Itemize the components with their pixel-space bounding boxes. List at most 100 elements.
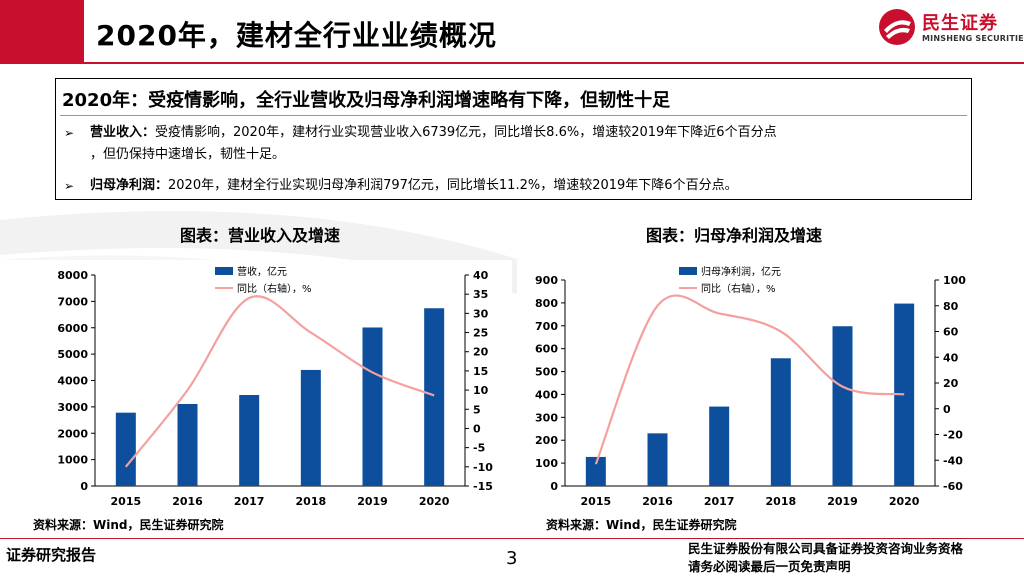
y-tick-label-left: 100 [535,457,558,470]
y-tick-label-right: 20 [473,346,489,359]
y-tick-label-right: -5 [473,442,485,455]
y-tick-label-left: 600 [535,343,558,356]
legend-line-label: 同比（右轴），% [701,282,776,295]
y-tick-label-left: 0 [80,480,88,493]
y-tick-label-left: 4000 [57,375,88,388]
y-tick-label-right: -10 [473,461,493,474]
footer-report-type: 证券研究报告 [6,546,97,564]
y-tick-label-left: 7000 [57,295,88,308]
x-tick-label: 2015 [581,495,612,508]
chart-net-profit: 0 100 200 300 400 500 600 700 800 900 -60 -40 -20 0 20… [535,265,966,508]
bar-2017 [239,395,260,486]
chart-source-left: 资料来源：Wind，民生证券研究院 [33,518,224,532]
x-tick-label: 2017 [704,495,735,508]
x-tick-label: 2015 [111,495,142,508]
y-tick-label-left: 400 [535,388,558,401]
footer: 证券研究报告 3 民生证券股份有限公司具备证券投资咨询业务资格 请务必阅读最后一… [0,538,1024,576]
legend-bar-swatch [215,267,233,275]
y-tick-label-right: 0 [473,422,481,435]
bullet-label: 归母净利润： [90,178,169,193]
x-tick-label: 2020 [419,495,450,508]
y-tick-label-right: 0 [943,403,951,416]
chart-revenue-panel: 0 1000 2000 3000 4000 5000 6000 7000 8000 -15 -10 -… [0,260,512,510]
chart-title-revenue: 图表：营业收入及增速 [180,226,341,245]
bar-2020 [424,308,445,486]
bar-2016 [177,403,198,486]
bar-2015 [585,456,606,486]
bullet-arrow-icon: ➢ [64,126,75,140]
x-tick-label: 2018 [766,495,797,508]
bar-2015 [115,412,136,486]
legend-bar-label: 归母净利润，亿元 [701,265,781,278]
y-tick-label-left: 8000 [57,269,88,282]
y-tick-label-left: 5000 [57,348,88,361]
y-tick-label-left: 200 [535,434,558,447]
y-tick-label-right: -15 [473,480,493,493]
x-tick-label: 2016 [172,495,203,508]
bullet-label: 营业收入： [90,125,156,140]
legend-bar-swatch [679,267,697,275]
bar-2018 [770,358,791,486]
summary-heading: 2020年：受疫情影响，全行业营收及归母净利润增速略有下降，但韧性十足 [62,90,671,111]
summary-box: 2020年：受疫情影响，全行业营收及归母净利润增速略有下降，但韧性十足 ➢ 营业… [55,78,972,200]
y-tick-label-right: -60 [943,480,963,493]
y-tick-label-right: 20 [943,377,959,390]
chart-net-profit-panel: 0 100 200 300 400 500 600 700 800 900 -60 -40 -20 0 20… [517,260,1024,510]
bullet-arrow-icon: ➢ [64,179,75,193]
footer-disclaimer: 请务必阅读最后一页免责声明 [688,559,851,574]
logo-text-cn: 民生证券 [922,13,998,34]
y-tick-label-right: 60 [943,326,959,339]
y-tick-label-right: 80 [943,300,959,313]
page-title: 2020年，建材全行业业绩概况 [96,19,497,52]
footer-divider [0,538,1024,539]
bar-2020 [894,303,915,486]
y-tick-label-right: 25 [473,327,488,340]
growth-line [124,295,435,468]
x-tick-label: 2017 [234,495,265,508]
y-tick-label-left: 300 [535,411,558,424]
y-tick-label-left: 6000 [57,322,88,335]
chart-title-net-profit: 图表：归母净利润及增速 [646,226,823,245]
bar-2019 [362,327,383,486]
bar-2016 [647,433,668,486]
logo-text-en: MINSHENG SECURITIES [922,34,1024,43]
page-number: 3 [506,548,518,569]
chart-revenue: 0 1000 2000 3000 4000 5000 6000 7000 8000 -15 -10 -… [57,265,493,508]
chart-source-right: 资料来源：Wind，民生证券研究院 [546,518,737,532]
header-accent-bar [0,0,84,62]
bullet-text: 受疫情影响，2020年，建材行业实现营业收入6739亿元，同比增长8.6%，增速… [155,125,777,140]
bullet-text-continued: ，但仍保持中速增长，韧性十足。 [90,147,286,162]
y-tick-label-right: 40 [473,269,489,282]
footer-qualification: 民生证券股份有限公司具备证券投资咨询业务资格 [688,541,964,556]
legend-bar-label: 营收，亿元 [237,265,287,278]
company-logo: 民生证券 MINSHENG SECURITIES [878,6,1024,50]
minsheng-logo-icon [879,9,915,45]
y-tick-label-right: 15 [473,365,488,378]
x-tick-label: 2019 [827,495,858,508]
y-tick-label-right: 5 [473,403,481,416]
y-tick-label-right: -40 [943,454,963,467]
y-tick-label-left: 1000 [57,454,88,467]
x-tick-label: 2019 [357,495,388,508]
growth-line [594,294,905,465]
y-tick-label-right: 100 [943,274,966,287]
y-tick-label-left: 0 [550,480,558,493]
y-tick-label-left: 800 [535,297,558,310]
y-tick-label-left: 2000 [57,427,88,440]
bar-2017 [709,406,730,486]
header-divider [0,62,1024,64]
y-tick-label-right: 40 [943,351,959,364]
bar-2018 [300,369,321,486]
y-tick-label-right: 35 [473,288,488,301]
y-tick-label-right: -20 [943,429,963,442]
y-tick-label-left: 500 [535,366,558,379]
x-tick-label: 2020 [889,495,920,508]
bar-2019 [832,326,853,486]
y-tick-label-right: 30 [473,307,489,320]
legend-line-label: 同比（右轴），% [237,282,312,295]
bullet-text: 2020年，建材全行业实现归母净利润797亿元，同比增长11.2%，增速较201… [168,178,738,193]
summary-divider [60,115,967,116]
x-tick-label: 2016 [642,495,673,508]
y-tick-label-left: 3000 [57,401,88,414]
x-tick-label: 2018 [296,495,327,508]
